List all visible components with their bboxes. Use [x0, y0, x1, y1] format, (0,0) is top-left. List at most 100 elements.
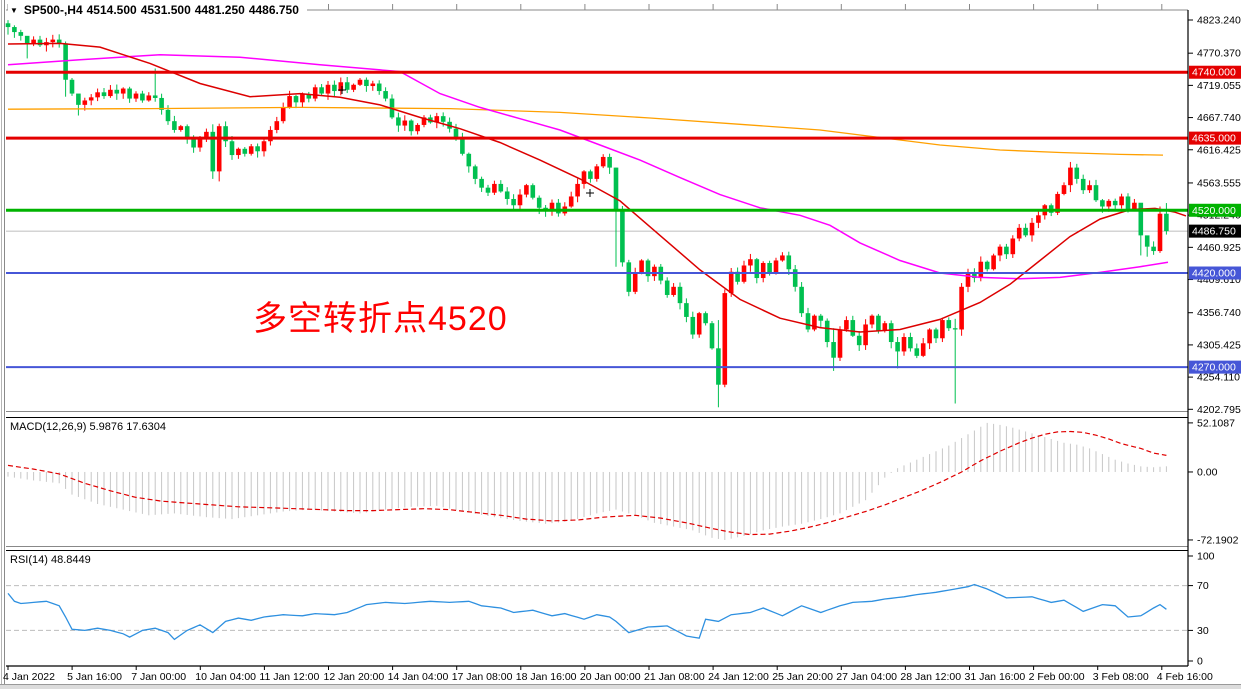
candle-body [31, 39, 36, 44]
candle-body [172, 121, 177, 130]
date-label: 4 Jan 2022 [3, 671, 55, 683]
candle-body [1138, 202, 1144, 236]
chart-dropdown-icon[interactable]: ▼ [10, 6, 18, 15]
candle-body [37, 39, 43, 46]
candle-body [344, 82, 350, 90]
candle-body [504, 191, 510, 199]
price-badge-text: 4420.000 [1192, 268, 1236, 280]
cross-marker[interactable] [338, 86, 346, 94]
candle-body [95, 92, 100, 98]
price-axis-label: 4356.740 [1197, 307, 1241, 319]
candle-body [972, 273, 977, 279]
candle-body [888, 323, 894, 343]
macd-indicator-label: MACD(12,26,9) 5.9876 17.6304 [7, 421, 169, 433]
candle-body [735, 271, 740, 282]
date-label: 10 Jan 04:00 [195, 671, 256, 683]
candle-body [1061, 185, 1067, 194]
candle-body [722, 293, 728, 385]
cross-marker[interactable] [586, 189, 594, 197]
price-axis-label: 4823.240 [1197, 15, 1241, 27]
candle-body [12, 27, 17, 33]
candle-body [696, 313, 702, 335]
candle-body [1023, 227, 1028, 236]
candle-body [908, 337, 913, 349]
text-annotation[interactable]: 多空转折点4520 [253, 300, 508, 338]
date-label: 5 Jan 16:00 [67, 671, 122, 683]
candle-body [1029, 222, 1035, 236]
macd-axis-label: -72.1902 [1197, 534, 1239, 546]
candle-body [812, 315, 817, 330]
candle-body [1112, 200, 1118, 206]
candle-body [216, 126, 222, 172]
candle-body [863, 324, 868, 346]
candle-body [50, 39, 56, 43]
candle-body [1010, 238, 1016, 255]
close-value: 4486.750 [248, 3, 299, 17]
candle-body [453, 128, 459, 139]
candle-body [837, 329, 843, 358]
candle-body [268, 129, 273, 142]
candle-body [1080, 178, 1086, 191]
ma-mid-magenta-line [7, 53, 1169, 280]
candle-body [204, 131, 209, 139]
price-badge-4270.000: 4270.000 [1189, 360, 1241, 374]
candle-body [978, 261, 984, 279]
candle-body [280, 107, 286, 122]
macd-name: MACD(12,26,9) [10, 421, 87, 433]
low-value: 4481.250 [194, 3, 245, 17]
candle-body [933, 329, 939, 339]
price-axis-label: 4719.055 [1197, 80, 1241, 92]
date-label: 25 Jan 20:00 [772, 671, 833, 683]
candle-body [901, 337, 907, 352]
candle-body [1074, 167, 1080, 179]
date-label: 20 Jan 00:00 [580, 671, 641, 683]
candle-body [728, 271, 734, 294]
price-badge-text: 4486.750 [1192, 226, 1236, 238]
candle-body [24, 35, 30, 44]
candle-body [844, 320, 849, 330]
candle-body [127, 88, 132, 99]
candle-body [140, 93, 145, 101]
rsi-name: RSI(14) [10, 554, 48, 566]
date-label: 4 Feb 16:00 [1157, 671, 1213, 683]
window-bottom-strip [0, 685, 1241, 689]
candle-body [549, 202, 555, 212]
candle-body [236, 148, 241, 156]
date-label: 2 Feb 00:00 [1029, 671, 1085, 683]
candle-body [255, 146, 260, 152]
candle-body [876, 315, 881, 331]
rsi-axis-label: 30 [1197, 625, 1209, 637]
candle-body [402, 120, 408, 126]
candle-body [152, 95, 158, 98]
date-label: 3 Feb 08:00 [1093, 671, 1149, 683]
date-label: 31 Jan 16:00 [965, 671, 1026, 683]
ma-slow-orange-line [7, 106, 1164, 156]
candle-body [632, 273, 638, 292]
macd-signal-line [7, 430, 1167, 536]
candle-body [824, 320, 830, 343]
rsi-line [7, 583, 1167, 641]
candle-body [1144, 235, 1150, 247]
candle-body [1164, 213, 1169, 232]
candle-body [760, 262, 766, 279]
price-axis-label: 4563.555 [1197, 177, 1241, 189]
candle-body [312, 87, 318, 99]
price-badge-4486.750: 4486.750 [1189, 224, 1241, 238]
price-axis: 4823.240 4770.370 4719.055 4667.740 4616.425… [1188, 15, 1241, 668]
candle-body [818, 315, 824, 321]
candle-body [498, 183, 504, 192]
candle-body [133, 93, 139, 99]
candle-body [991, 255, 996, 270]
candle-body [1055, 193, 1060, 213]
candle-body [690, 316, 696, 335]
macd-histogram [7, 422, 1167, 540]
candle-body [920, 343, 926, 356]
date-label: 11 Jan 12:00 [259, 671, 319, 683]
candle-body [773, 260, 779, 273]
price-axis-label: 4202.795 [1197, 404, 1241, 416]
candle-body [914, 348, 920, 356]
candle-body [792, 269, 798, 287]
candle-body [588, 171, 593, 179]
price-axis-label: 4305.425 [1197, 339, 1241, 351]
